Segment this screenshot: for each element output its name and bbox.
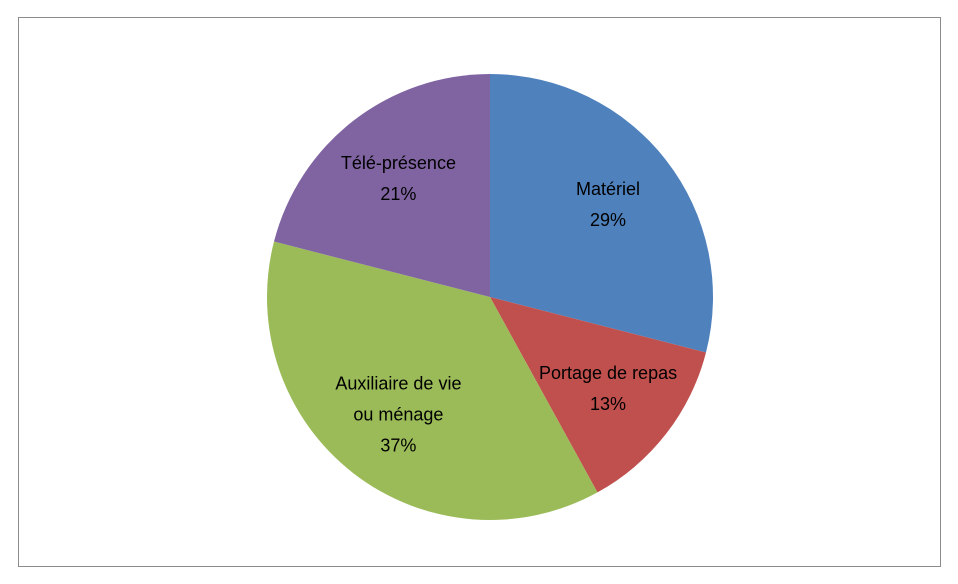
pie-slice	[490, 74, 713, 353]
slice-label: Matériel 29%	[537, 174, 679, 236]
slice-name: Matériel	[576, 179, 641, 200]
slice-value: 29%	[590, 210, 627, 231]
pie-slice	[267, 241, 598, 521]
pie-slice	[274, 74, 490, 297]
slice-name: Télé-présence	[340, 152, 456, 173]
slice-label: Auxiliaire de vie ou ménage 37%	[327, 369, 469, 462]
slice-name: Auxiliaire de vie ou ménage	[335, 373, 462, 425]
slice-value: 37%	[380, 435, 417, 456]
slice-value: 13%	[590, 393, 627, 414]
slice-value: 21%	[380, 183, 417, 204]
slice-label: Télé-présence 21%	[327, 148, 469, 210]
slice-name: Portage de repas	[539, 362, 678, 383]
pie-slice	[490, 297, 706, 493]
slice-label: Portage de repas 13%	[537, 358, 679, 420]
